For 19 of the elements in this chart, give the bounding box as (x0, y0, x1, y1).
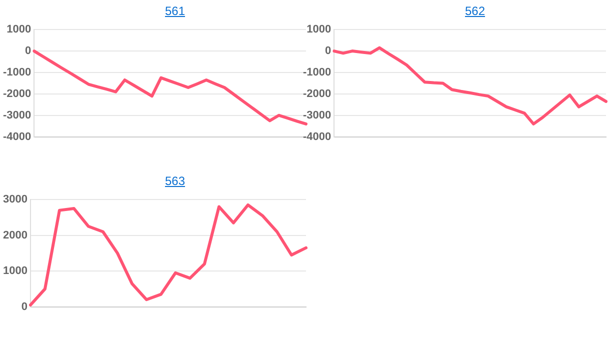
y-tick-label: 1000 (2, 265, 28, 278)
y-tick-label: 1000 (6, 24, 32, 36)
y-tick-label: 2000 (2, 229, 28, 242)
chart-title: 562 (464, 4, 486, 18)
y-tick-label: -2000 (2, 88, 32, 100)
y-tick-label: 1000 (306, 24, 332, 36)
chart-title: 561 (164, 4, 186, 18)
y-tick-label: -1000 (2, 66, 32, 79)
y-tick-label: -4000 (302, 130, 332, 143)
y-tick-label: -3000 (302, 109, 332, 122)
y-tick-label: 0 (21, 300, 28, 313)
y-tick-label: -3000 (2, 109, 32, 122)
y-tick-label: 0 (25, 45, 32, 58)
y-tick-label: -1000 (302, 66, 332, 79)
y-tick-label: 3000 (2, 194, 28, 206)
y-tick-label: -2000 (302, 88, 332, 100)
y-tick-label: -4000 (2, 130, 32, 143)
chart-title: 563 (164, 174, 186, 188)
y-tick-label: 0 (325, 45, 332, 58)
